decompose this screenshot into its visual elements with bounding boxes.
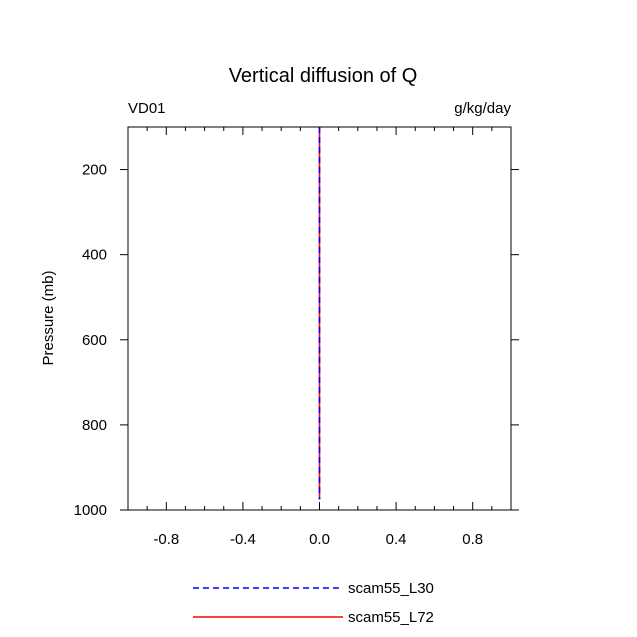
y-axis-label: Pressure (mb) [40,270,57,365]
legend-label-scam55_L72: scam55_L72 [348,609,434,626]
axis-tick-labels: -0.8 -0.4 0.0 0.4 0.8 200 400 600 800 1000 [74,162,484,548]
left-string: VD01 [128,100,166,117]
y-tick-label: 200 [82,162,107,179]
y-tick-label: 600 [82,332,107,349]
x-tick-label: 0.0 [309,531,330,548]
y-tick-label: 400 [82,247,107,264]
legend: scam55_L30 scam55_L72 [193,580,434,626]
x-tick-label: -0.4 [230,531,256,548]
legend-label-scam55_L30: scam55_L30 [348,580,434,597]
y-tick-label: 1000 [74,502,107,519]
x-tick-label: 0.8 [462,531,483,548]
x-tick-label: -0.8 [153,531,179,548]
right-string: g/kg/day [454,100,511,117]
chart-title: Vertical diffusion of Q [229,65,418,87]
y-tick-label: 800 [82,417,107,434]
plot-frame [127,126,512,511]
x-tick-label: 0.4 [386,531,407,548]
